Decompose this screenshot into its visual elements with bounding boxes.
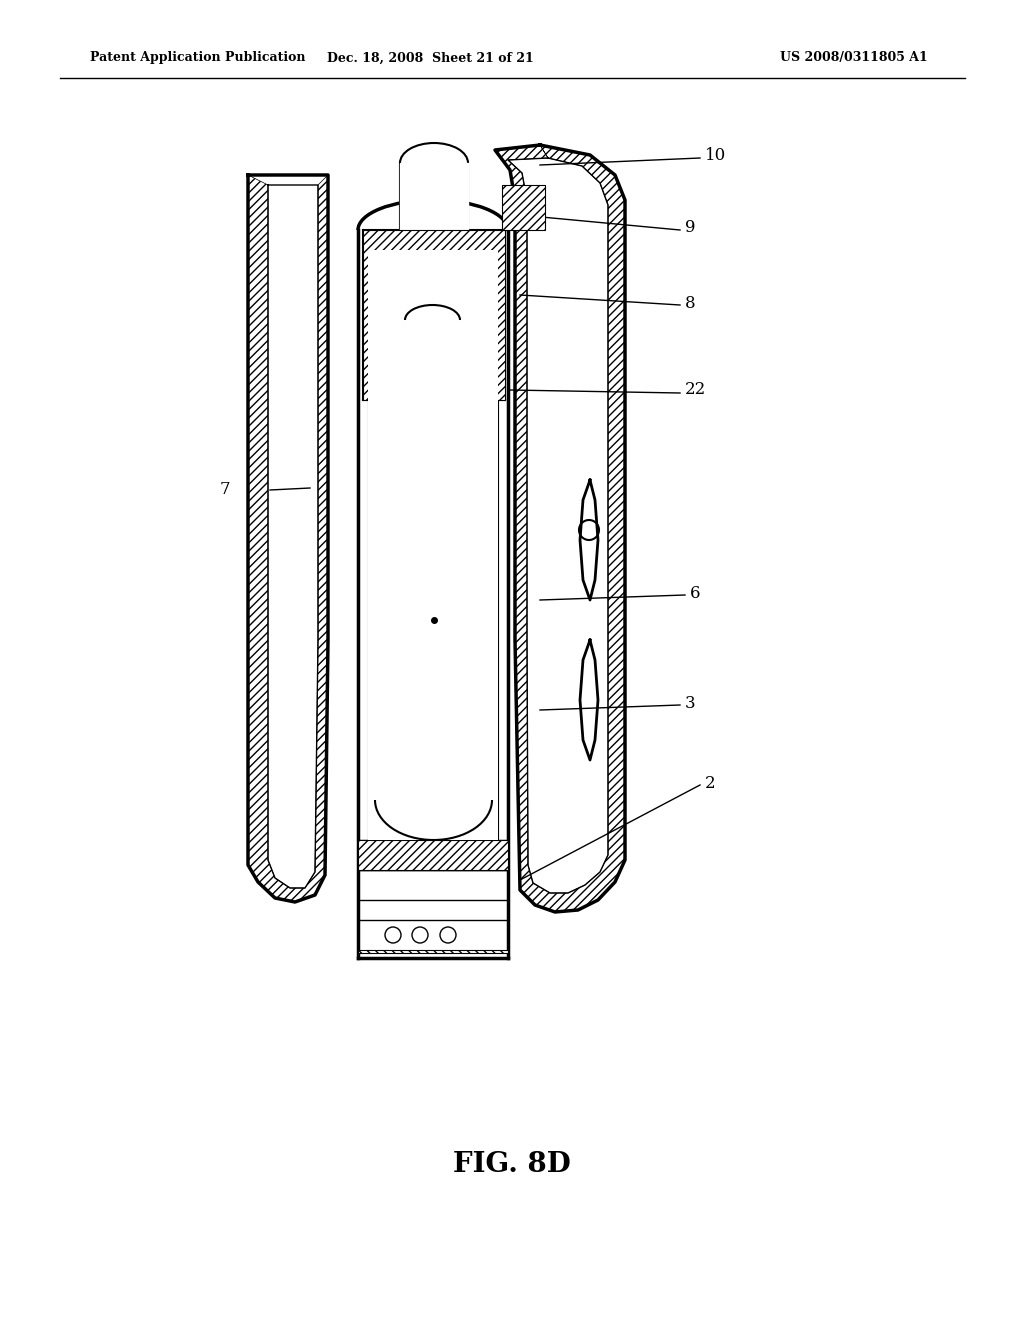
Polygon shape <box>495 145 625 912</box>
Polygon shape <box>358 950 508 953</box>
Polygon shape <box>368 249 498 840</box>
Text: US 2008/0311805 A1: US 2008/0311805 A1 <box>780 51 928 65</box>
Text: 9: 9 <box>685 219 695 236</box>
Text: 7: 7 <box>219 482 230 499</box>
Polygon shape <box>358 840 508 870</box>
Polygon shape <box>248 176 328 902</box>
Polygon shape <box>495 145 625 912</box>
Polygon shape <box>248 176 328 902</box>
Text: FIG. 8D: FIG. 8D <box>454 1151 570 1179</box>
Text: 3: 3 <box>685 694 695 711</box>
Text: 8: 8 <box>685 294 695 312</box>
Polygon shape <box>375 389 492 800</box>
Polygon shape <box>400 162 468 235</box>
Text: 22: 22 <box>685 381 707 399</box>
Text: 10: 10 <box>705 147 726 164</box>
Text: Dec. 18, 2008  Sheet 21 of 21: Dec. 18, 2008 Sheet 21 of 21 <box>327 51 534 65</box>
Polygon shape <box>406 319 460 389</box>
Polygon shape <box>362 230 505 400</box>
Polygon shape <box>375 319 492 800</box>
Text: Patent Application Publication: Patent Application Publication <box>90 51 305 65</box>
Text: 6: 6 <box>690 585 700 602</box>
Text: 2: 2 <box>705 775 716 792</box>
Polygon shape <box>502 185 545 230</box>
